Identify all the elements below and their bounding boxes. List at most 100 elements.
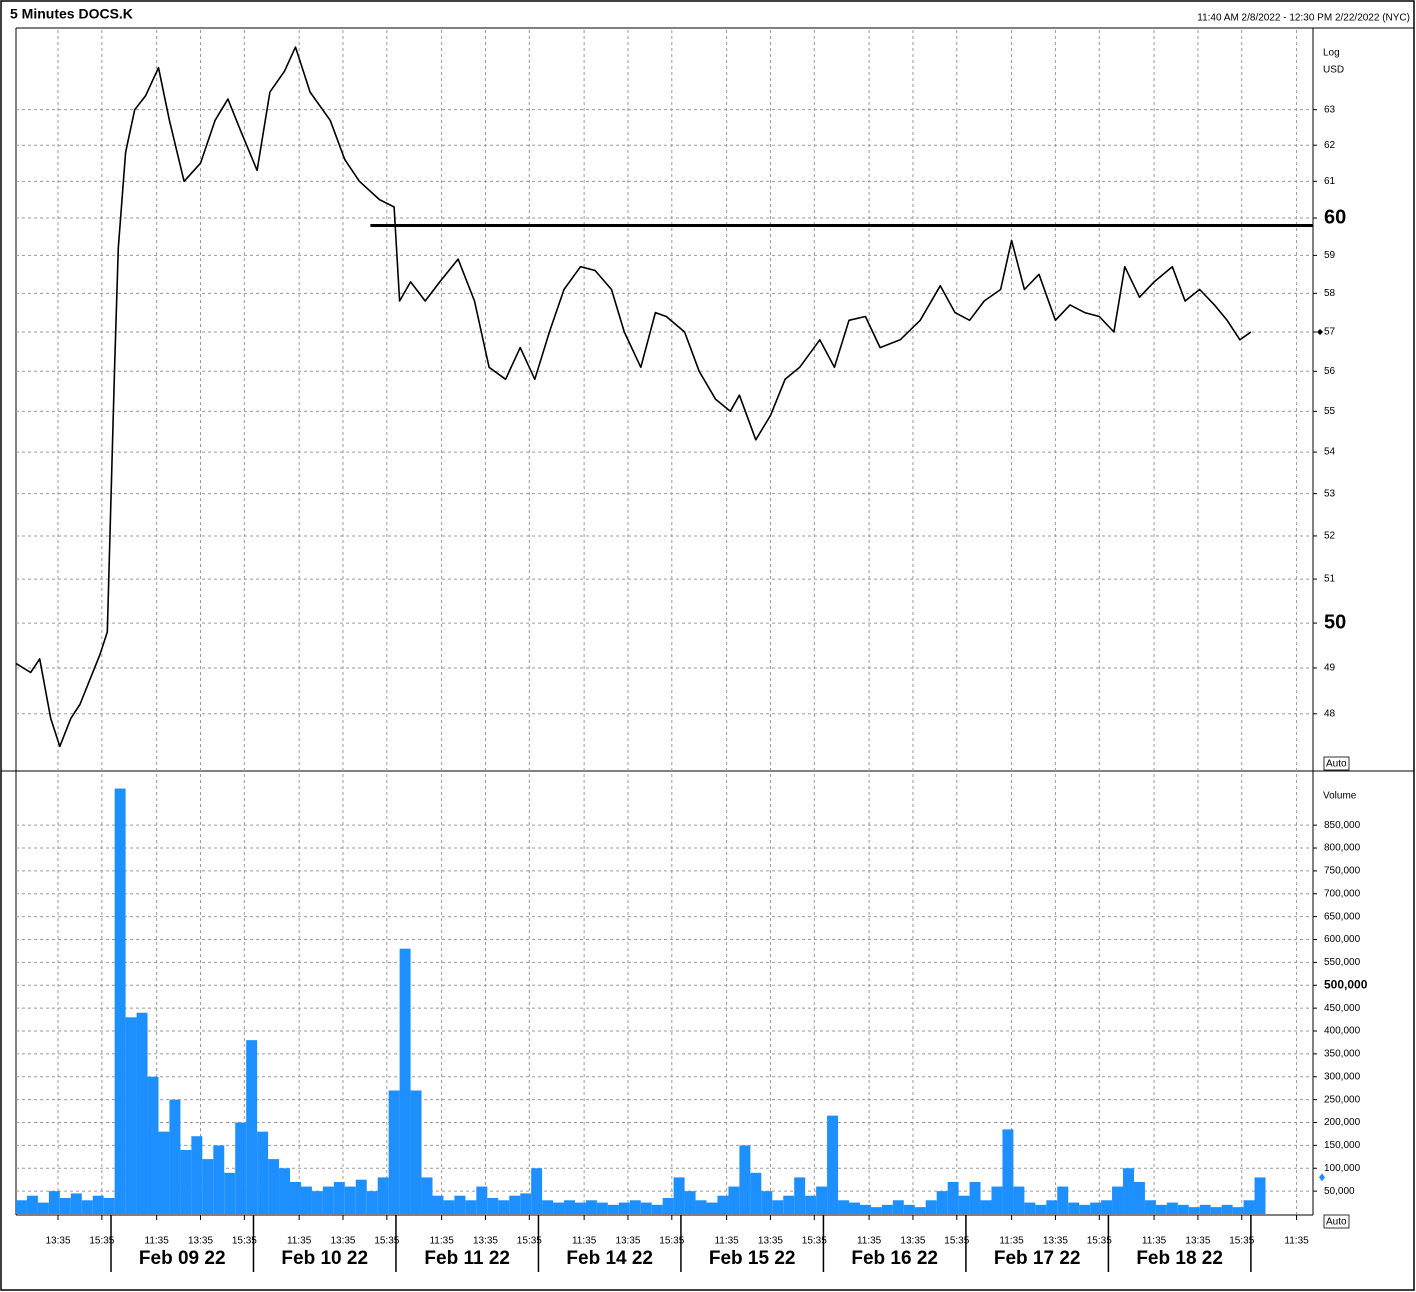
y-tick-label: 650,000 bbox=[1324, 911, 1361, 922]
y-tick-label: 48 bbox=[1324, 708, 1336, 719]
volume-bar bbox=[279, 1168, 291, 1214]
volume-bar bbox=[936, 1191, 948, 1214]
chart-title: 5 Minutes DOCS.K bbox=[10, 6, 133, 22]
y-tick-label: 55 bbox=[1324, 406, 1336, 417]
date-label: Feb 14 22 bbox=[566, 1248, 653, 1269]
volume-bar bbox=[48, 1191, 60, 1214]
y-tick-label: 59 bbox=[1324, 250, 1336, 261]
volume-bar bbox=[1221, 1204, 1233, 1214]
volume-bar bbox=[1144, 1200, 1156, 1214]
y-tick-label: 100,000 bbox=[1324, 1163, 1361, 1174]
volume-bar bbox=[805, 1195, 817, 1214]
volume-bar bbox=[618, 1202, 630, 1214]
volume-bar bbox=[1057, 1186, 1069, 1214]
volume-bar bbox=[1177, 1204, 1189, 1214]
y-tick-label: 750,000 bbox=[1324, 866, 1361, 877]
y-axis-label: Volume bbox=[1323, 791, 1357, 802]
volume-bar bbox=[257, 1131, 269, 1214]
last-value-marker bbox=[1317, 328, 1323, 335]
volume-bar bbox=[673, 1177, 685, 1214]
date-label: Feb 10 22 bbox=[281, 1248, 368, 1269]
volume-bar bbox=[859, 1204, 871, 1214]
volume-bar bbox=[870, 1207, 882, 1214]
volume-bar bbox=[1035, 1204, 1047, 1214]
autoscale-label[interactable]: Auto bbox=[1326, 759, 1347, 770]
y-tick-label: 50,000 bbox=[1324, 1186, 1355, 1197]
volume-bar bbox=[344, 1186, 356, 1214]
volume-bar bbox=[37, 1202, 49, 1214]
x-tick-label: 13:35 bbox=[900, 1236, 925, 1247]
volume-bar bbox=[213, 1145, 225, 1214]
y-tick-label: 800,000 bbox=[1324, 843, 1361, 854]
volume-bar bbox=[607, 1204, 619, 1214]
volume-bar bbox=[783, 1195, 795, 1214]
volume-bar bbox=[224, 1172, 236, 1214]
volume-bar bbox=[169, 1099, 181, 1214]
volume-bar bbox=[443, 1200, 455, 1214]
x-tick-label: 11:35 bbox=[1142, 1236, 1167, 1247]
volume-bar bbox=[1013, 1186, 1025, 1214]
last-value-marker bbox=[1319, 1173, 1325, 1182]
volume-bar bbox=[1002, 1129, 1014, 1214]
y-tick-label-major: 60 bbox=[1324, 206, 1346, 228]
volume-bar bbox=[136, 1012, 148, 1214]
autoscale-label[interactable]: Auto bbox=[1326, 1217, 1347, 1228]
y-tick-label-major: 50 bbox=[1324, 611, 1346, 633]
x-tick-label: 13:35 bbox=[758, 1236, 783, 1247]
x-tick-label: 11:35 bbox=[714, 1236, 739, 1247]
volume-bar bbox=[191, 1136, 203, 1214]
volume-bar bbox=[531, 1168, 543, 1214]
autoscale-box[interactable] bbox=[1323, 1214, 1350, 1229]
volume-bar bbox=[421, 1177, 433, 1214]
volume-bar bbox=[947, 1181, 959, 1214]
volume-bar bbox=[26, 1195, 38, 1214]
y-tick-label: 51 bbox=[1324, 574, 1336, 585]
volume-bar bbox=[838, 1200, 850, 1214]
volume-bar bbox=[333, 1181, 345, 1214]
y-tick-label: 61 bbox=[1324, 176, 1336, 187]
y-tick-label: 57 bbox=[1324, 327, 1336, 338]
volume-bar bbox=[1024, 1202, 1036, 1214]
y-tick-label: 49 bbox=[1324, 663, 1336, 674]
x-tick-label: 11:35 bbox=[145, 1236, 170, 1247]
date-label: Feb 11 22 bbox=[424, 1248, 510, 1269]
volume-bar bbox=[322, 1186, 334, 1214]
volume-bar bbox=[958, 1195, 970, 1214]
volume-bar bbox=[881, 1204, 893, 1214]
autoscale-box[interactable] bbox=[1323, 756, 1350, 771]
volume-bar bbox=[70, 1193, 82, 1214]
volume-bar bbox=[585, 1200, 597, 1214]
date-range: 11:40 AM 2/8/2022 - 12:30 PM 2/22/2022 (… bbox=[1197, 13, 1410, 24]
volume-bar bbox=[1068, 1202, 1080, 1214]
x-tick-label: 15:35 bbox=[89, 1236, 114, 1247]
volume-bar bbox=[728, 1186, 740, 1214]
date-label: Feb 17 22 bbox=[994, 1248, 1081, 1269]
y-tick-label: 58 bbox=[1324, 288, 1336, 299]
volume-bar bbox=[553, 1202, 565, 1214]
volume-bar bbox=[509, 1195, 521, 1214]
volume-bar bbox=[629, 1200, 641, 1214]
volume-bar bbox=[564, 1200, 575, 1214]
volume-bar bbox=[969, 1181, 981, 1214]
x-tick-label: 13:35 bbox=[1185, 1236, 1210, 1247]
volume-bar bbox=[246, 1040, 258, 1214]
volume-bar bbox=[487, 1197, 499, 1214]
volume-bar bbox=[16, 1200, 27, 1214]
volume-bar bbox=[388, 1090, 400, 1214]
x-tick-label: 13:35 bbox=[45, 1236, 70, 1247]
volume-bar bbox=[410, 1090, 422, 1214]
x-tick-label: 11:35 bbox=[429, 1236, 454, 1247]
volume-bar bbox=[114, 788, 126, 1214]
volume-bar bbox=[300, 1186, 312, 1214]
volume-bar bbox=[290, 1181, 301, 1214]
volume-bar bbox=[476, 1186, 488, 1214]
volume-bar bbox=[706, 1202, 718, 1214]
volume-bar bbox=[980, 1200, 992, 1214]
volume-bar bbox=[816, 1186, 828, 1214]
y-tick-label: 350,000 bbox=[1324, 1049, 1361, 1060]
y-tick-label: 250,000 bbox=[1324, 1094, 1361, 1105]
y-tick-label: 53 bbox=[1324, 488, 1336, 499]
volume-bar bbox=[454, 1195, 466, 1214]
